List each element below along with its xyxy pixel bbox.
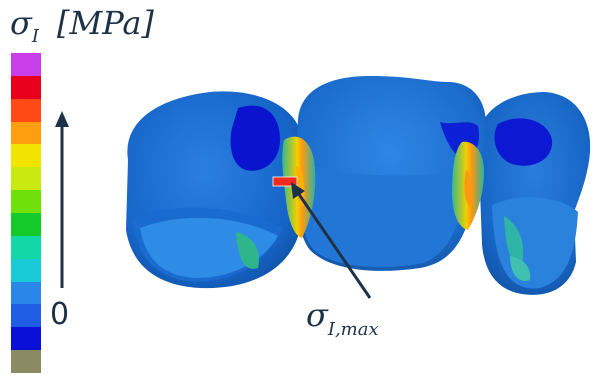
color-scale-swatch (11, 144, 41, 168)
color-scale-swatch (11, 235, 41, 259)
color-scale-swatch (11, 121, 41, 145)
color-scale-swatch (11, 213, 41, 236)
legend-symbol: σ (10, 4, 32, 42)
leader-arrow (291, 182, 372, 299)
max-stress-marker (272, 176, 298, 187)
legend-unit: [MPa] (56, 4, 154, 42)
color-scale-swatch (11, 258, 41, 282)
color-scale-swatch (11, 190, 41, 214)
color-scale-bar (11, 53, 41, 374)
max-stress-subscript: I,max (327, 319, 379, 340)
color-scale-swatch (11, 53, 41, 76)
left-crown (126, 91, 300, 289)
legend-subscript: I (31, 26, 39, 47)
central-pontic (294, 76, 486, 271)
scale-zero-label: 0 (50, 297, 70, 332)
color-scale-swatch (11, 167, 41, 191)
right-connector-stress-zone (452, 141, 484, 230)
color-scale-swatch (11, 327, 41, 351)
color-scale-swatch (11, 75, 41, 99)
legend-title: σI [MPa] (10, 4, 154, 47)
scale-arrow (55, 111, 69, 288)
right-crown (478, 92, 591, 295)
color-scale-swatch (11, 350, 41, 374)
max-stress-label: σI,max (306, 296, 379, 340)
color-scale-swatch (11, 281, 41, 305)
max-stress-symbol: σ (306, 296, 328, 334)
color-scale-swatch (11, 304, 41, 328)
color-scale-swatch (11, 98, 41, 122)
